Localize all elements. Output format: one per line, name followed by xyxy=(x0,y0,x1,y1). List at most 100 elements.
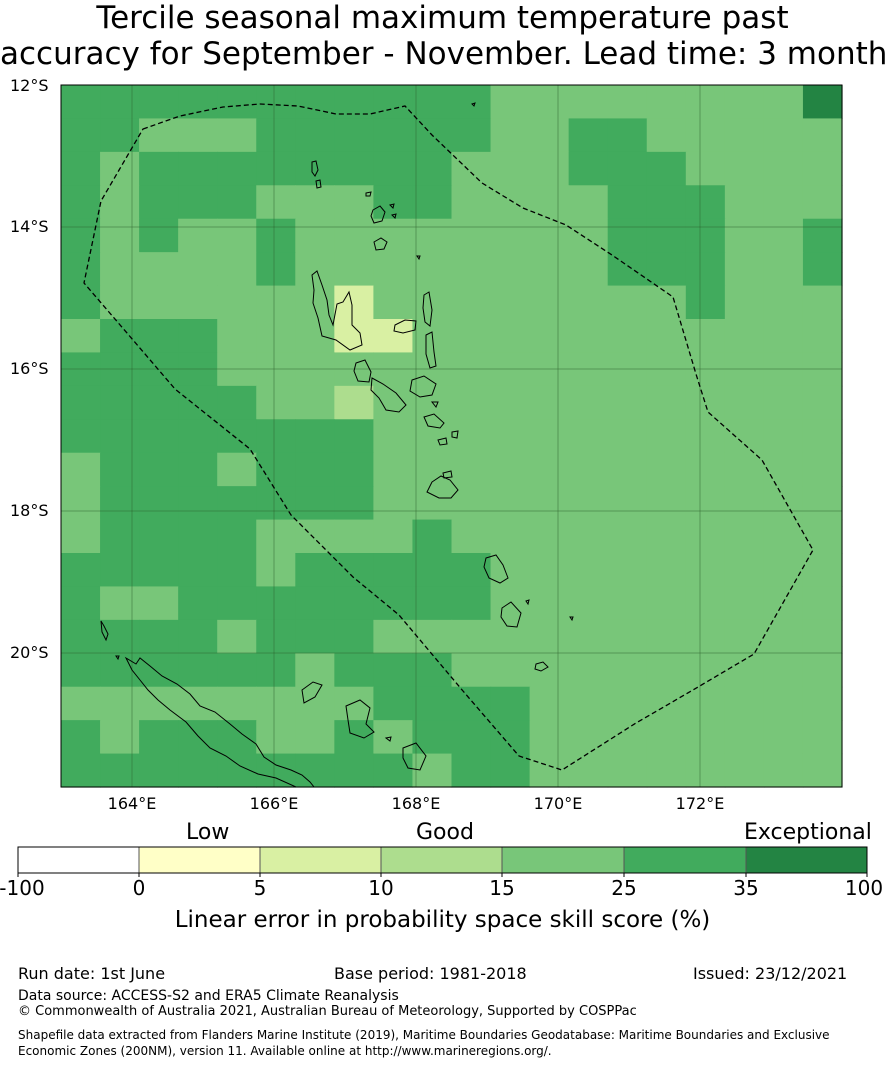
grid-cell xyxy=(685,352,726,387)
island-outline xyxy=(115,655,120,661)
grid-cell xyxy=(490,252,531,287)
grid-cell xyxy=(61,452,101,487)
grid-cell xyxy=(802,452,843,487)
grid-cell xyxy=(139,118,179,153)
grid-cell xyxy=(724,185,765,220)
grid-cell xyxy=(373,452,414,487)
grid-cell xyxy=(100,720,140,755)
grid-cell xyxy=(256,553,296,588)
grid-cell xyxy=(685,151,726,186)
grid-cell xyxy=(373,553,414,588)
grid-cell xyxy=(139,720,179,755)
grid-cell xyxy=(61,118,101,153)
island-outline xyxy=(311,270,363,351)
grid-cell xyxy=(217,586,257,621)
grid-cell xyxy=(217,686,257,721)
grid-cell xyxy=(568,252,609,287)
grid-cell xyxy=(295,419,335,454)
grid-cell xyxy=(529,319,570,354)
colorbar-tick-label: -100 xyxy=(0,876,45,900)
grid-cell xyxy=(139,753,179,788)
grid-cell xyxy=(139,553,179,588)
grid-cell xyxy=(334,686,374,721)
grid-cell xyxy=(802,653,843,688)
island-outline xyxy=(534,661,549,672)
grid-cell xyxy=(763,452,804,487)
grid-cell xyxy=(217,218,257,253)
grid-cell xyxy=(568,720,609,755)
grid-cell xyxy=(646,352,687,387)
island-outline xyxy=(373,237,388,251)
grid-cell xyxy=(646,185,687,220)
colorbar-tick-label: 15 xyxy=(489,876,515,900)
grid-cell xyxy=(139,686,179,721)
grid-cell xyxy=(100,252,140,287)
grid-cell xyxy=(256,753,296,788)
island-outline xyxy=(311,160,319,177)
grid-cell xyxy=(139,519,179,554)
grid-cell xyxy=(139,218,179,253)
run-date: Run date: 1st June xyxy=(18,964,166,983)
grid-cell xyxy=(61,151,101,186)
category-label-exceptional: Exceptional xyxy=(744,820,872,845)
grid-cell xyxy=(646,118,687,153)
grid-cell xyxy=(685,252,726,287)
lon-label: 166°E xyxy=(249,794,299,813)
grid-cell xyxy=(451,653,492,688)
grid-cell xyxy=(529,419,570,454)
grid-cell xyxy=(412,619,453,654)
island-outline xyxy=(500,601,522,628)
grid-cell xyxy=(61,653,101,688)
grid-cell xyxy=(61,619,101,654)
grid-cell xyxy=(178,185,218,220)
grid-cell xyxy=(646,85,687,120)
grid-cell xyxy=(685,285,726,320)
grid-cell xyxy=(295,285,335,320)
island-outline xyxy=(442,470,453,479)
island-outline xyxy=(124,656,316,788)
island-outline xyxy=(425,331,437,369)
grid-cell xyxy=(568,486,609,521)
grid-cell xyxy=(685,720,726,755)
grid-cell xyxy=(100,653,140,688)
grid-cell xyxy=(256,419,296,454)
graticule xyxy=(61,85,842,787)
grid-cell xyxy=(61,519,101,554)
grid-cell xyxy=(295,553,335,588)
grid-cell xyxy=(763,385,804,420)
grid-cell xyxy=(373,419,414,454)
grid-cell xyxy=(451,319,492,354)
grid-cell xyxy=(178,753,218,788)
grid-cell xyxy=(802,619,843,654)
grid-cell xyxy=(607,753,648,788)
grid-cell xyxy=(646,720,687,755)
grid-cell xyxy=(646,486,687,521)
grid-cell xyxy=(802,486,843,521)
grid-cell xyxy=(529,352,570,387)
grid-cell xyxy=(256,619,296,654)
grid-cell xyxy=(295,218,335,253)
island-outline xyxy=(483,554,509,584)
grid-cell xyxy=(490,85,531,120)
grid-cell xyxy=(529,686,570,721)
grid-cell xyxy=(451,385,492,420)
grid-cell xyxy=(295,118,335,153)
grid-cell xyxy=(529,653,570,688)
colorbar-tick-label: 100 xyxy=(844,876,884,900)
grid-cell xyxy=(412,486,453,521)
grid-cell xyxy=(373,686,414,721)
grid-cell xyxy=(373,118,414,153)
grid-cell xyxy=(295,85,335,120)
grid-cell xyxy=(373,218,414,253)
grid-cell xyxy=(139,151,179,186)
grid-cell xyxy=(61,352,101,387)
grid-cell xyxy=(763,85,804,120)
grid-cell xyxy=(334,118,374,153)
grid-cell xyxy=(802,553,843,588)
grid-cell xyxy=(607,118,648,153)
island-outline xyxy=(353,359,372,383)
grid-cell xyxy=(724,553,765,588)
island-outline xyxy=(402,742,427,771)
island-outline xyxy=(430,401,439,408)
grid-cell xyxy=(334,486,374,521)
